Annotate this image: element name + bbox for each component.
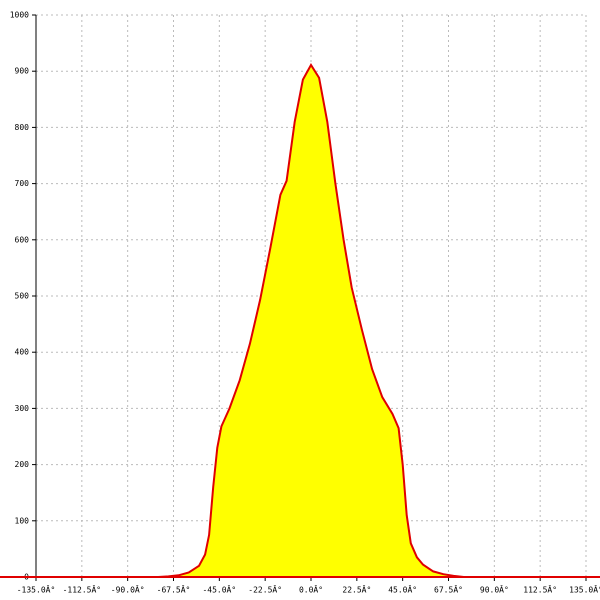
x-tick-label: -112.5Â° (63, 584, 102, 595)
y-tick-label: 100 (15, 516, 30, 525)
x-tick-label: 90.0Â° (480, 584, 509, 595)
y-tick-label: 400 (15, 348, 30, 357)
x-tick-label: -90.0Â° (111, 584, 145, 595)
x-tick-label: -135.0Â° (17, 584, 56, 595)
x-tick-label: 112.5Â° (523, 584, 557, 595)
x-tick-label: 45.0Â° (388, 584, 417, 595)
y-tick-label: 200 (15, 460, 30, 469)
x-tick-label: -67.5Â° (157, 584, 191, 595)
x-tick-label: -22.5Â° (248, 584, 282, 595)
x-tick-label: 67.5Â° (434, 584, 463, 595)
x-tick-label: -45.0Â° (202, 584, 236, 595)
x-tick-label: 0.0Â° (299, 584, 323, 595)
y-tick-label: 300 (15, 404, 30, 413)
y-tick-label: 1000 (10, 11, 29, 20)
area-line (36, 63, 586, 578)
area (36, 65, 586, 577)
y-tick-label: 800 (15, 123, 30, 132)
x-tick-label: 22.5Â° (342, 584, 371, 595)
y-tick-label: 600 (15, 235, 30, 244)
y-tick-label: 700 (15, 179, 30, 188)
x-tick-label: 135.0Â° (569, 584, 600, 595)
y-tick-label: 500 (15, 292, 30, 301)
y-tick-label: 900 (15, 67, 30, 76)
